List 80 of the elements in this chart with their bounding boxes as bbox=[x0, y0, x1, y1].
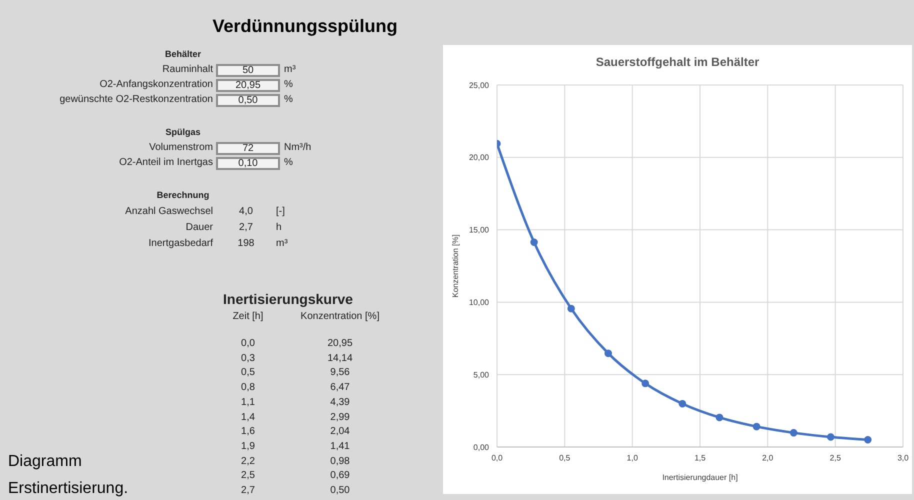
text: 50 bbox=[216, 64, 280, 77]
text: 0,0 bbox=[240, 338, 256, 349]
x-tick-label: 2,0 bbox=[762, 454, 774, 463]
text: Zeit [h] bbox=[232, 311, 264, 322]
text: 2,04 bbox=[329, 426, 351, 438]
y-axis-title: Konzentration [%] bbox=[450, 234, 460, 298]
x-tick-label: 2,5 bbox=[830, 454, 842, 463]
x-tick-label: 1,5 bbox=[694, 454, 706, 463]
text: 20,95 bbox=[326, 338, 354, 349]
point bbox=[826, 433, 834, 441]
text: 20,95 bbox=[216, 79, 280, 92]
text: Spülgas bbox=[164, 127, 202, 137]
x-tick-label: 3,0 bbox=[897, 454, 910, 463]
text: 0,98 bbox=[329, 456, 351, 467]
point bbox=[642, 380, 650, 388]
point bbox=[604, 350, 612, 358]
y-tick-label: 15,00 bbox=[468, 226, 490, 235]
text: 0,10 bbox=[216, 157, 280, 170]
y-tick-label: 5,00 bbox=[473, 370, 490, 380]
chart-title: Sauerstoffgehalt im Behälter bbox=[594, 55, 760, 69]
text: 72 bbox=[216, 142, 280, 155]
point bbox=[864, 436, 872, 444]
point bbox=[790, 429, 798, 437]
text: Dauer bbox=[184, 222, 213, 233]
text: gewünschte O2-Restkonzentration bbox=[58, 94, 213, 105]
text: Behälter bbox=[164, 49, 202, 59]
y-tick-label: 20,00 bbox=[468, 153, 490, 162]
y-tick-label: 25,00 bbox=[468, 80, 490, 90]
text: 4,0 bbox=[239, 206, 253, 217]
x-tick-label: 0,5 bbox=[559, 454, 571, 463]
text: 4,39 bbox=[329, 396, 351, 408]
text: 2,7 bbox=[239, 222, 253, 233]
x-tick-label: 0,0 bbox=[491, 454, 504, 463]
text: 0,50 bbox=[216, 94, 280, 107]
text: Inertgasbedarf bbox=[148, 238, 213, 249]
text: 0,8 bbox=[240, 382, 256, 394]
text: 0,5 bbox=[240, 367, 256, 378]
text: 0,3 bbox=[240, 352, 256, 364]
x-axis-title: Inertisierungdauer [h] bbox=[662, 473, 738, 482]
text: % bbox=[284, 94, 294, 105]
text: m³ bbox=[276, 238, 289, 249]
y-tick-label: 10,00 bbox=[468, 298, 490, 308]
text: 0,69 bbox=[329, 470, 351, 482]
text: 2,2 bbox=[240, 456, 256, 467]
text: 1,9 bbox=[240, 440, 256, 452]
point bbox=[678, 400, 686, 408]
text: 9,56 bbox=[329, 367, 351, 378]
point bbox=[530, 238, 538, 246]
text: h bbox=[276, 222, 283, 233]
text: Rauminhalt bbox=[161, 64, 213, 75]
text: Diagramm Erstinertisierung. bbox=[8, 452, 130, 499]
text: Konzentration [%] bbox=[300, 311, 380, 322]
text: 1,41 bbox=[329, 440, 351, 452]
text: Volumenstrom bbox=[148, 142, 213, 153]
text: 2,5 bbox=[240, 470, 256, 482]
text: Inertisierungskurve bbox=[222, 291, 354, 307]
text: % bbox=[284, 79, 294, 90]
point bbox=[716, 414, 724, 422]
x-tick-label: 1,0 bbox=[626, 454, 638, 463]
text: Nm³/h bbox=[284, 142, 312, 153]
text: 1,4 bbox=[240, 412, 256, 422]
text: 1,1 bbox=[240, 396, 256, 408]
point bbox=[752, 422, 760, 430]
text: 0,50 bbox=[329, 485, 351, 496]
text: m³ bbox=[284, 64, 297, 75]
text: 14,14 bbox=[326, 352, 354, 364]
text: 198 bbox=[238, 238, 254, 249]
text: 2,99 bbox=[329, 412, 351, 422]
text: 2,7 bbox=[240, 485, 256, 496]
text: Berechnung bbox=[156, 190, 210, 200]
text: Anzahl Gaswechsel bbox=[124, 206, 213, 217]
text: O2-Anfangskonzentration bbox=[98, 79, 213, 90]
text: 1,6 bbox=[240, 426, 256, 438]
text: 6,47 bbox=[329, 382, 351, 394]
point bbox=[567, 304, 575, 312]
text: [-] bbox=[276, 206, 286, 217]
text: O2-Anteil im Inertgas bbox=[118, 157, 213, 168]
text: % bbox=[284, 157, 294, 168]
y-tick-label: 0,00 bbox=[473, 442, 490, 452]
text: Verdünnungsspülung bbox=[212, 16, 398, 37]
